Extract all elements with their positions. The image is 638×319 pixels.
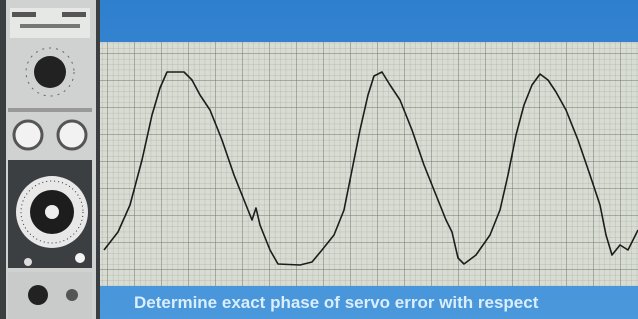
page: Determine exact phase of servo error wit… (0, 0, 638, 319)
caption: Determine exact phase of servo error wit… (134, 293, 539, 312)
instrument-panel (0, 0, 100, 319)
photo: Determine exact phase of servo error wit… (0, 0, 638, 319)
chart-paper (100, 42, 638, 286)
